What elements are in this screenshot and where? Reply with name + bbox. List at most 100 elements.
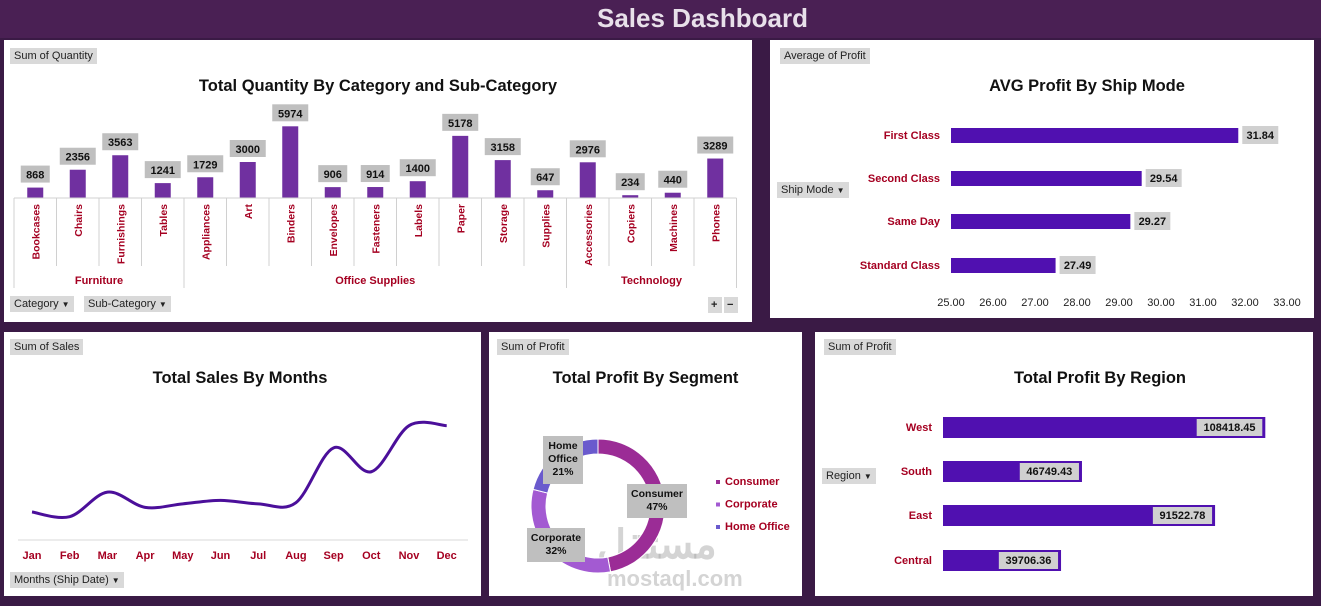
ship-bar [951,171,1142,186]
quantity-bar [282,126,299,198]
data-label-box [998,552,1059,569]
month-tick-label: Sep [324,550,344,562]
x-tick-label: 31.00 [1189,297,1217,309]
data-label: 3563 [108,137,132,149]
ship-mode-label: Same Day [887,216,940,228]
group-label: Furniture [75,275,123,287]
data-label-box [1152,507,1213,524]
data-label-box [102,133,139,151]
filter-dropdown-icon: ▼ [836,186,845,195]
data-label: 1729 [193,159,217,171]
region-button-label: Region [826,470,861,482]
sum-of-sales-button[interactable]: Sum of Sales [10,339,84,355]
data-label-box [543,436,583,484]
data-label: 906 [324,169,342,181]
data-label: 1400 [406,163,430,175]
legend-marker [716,525,720,529]
quantity-bar-chart: 868 Bookcases 2356 Chairs 3563 Furnishings 124… [13,104,737,288]
data-label-box [1134,212,1171,230]
ship-mode-panel: Average of Profit AVG Profit By Ship Mod… [770,40,1314,318]
quantity-bar [494,160,511,198]
data-label-box [627,484,687,518]
month-tick-label: Jul [250,550,266,562]
month-tick-label: Jun [211,550,231,562]
category-tick-label: Accessories [583,204,595,266]
data-label: 108418.45 [1203,422,1255,434]
legend-label: Consumer [725,476,780,488]
data-label-box [530,168,560,186]
plus-icon[interactable]: + [708,297,722,313]
month-tick-label: Feb [60,550,80,562]
filter-dropdown-icon: ▼ [863,472,872,481]
data-label: 29.54 [1150,173,1178,185]
months-axis-button[interactable]: Months (Ship Date) ▼ [10,572,124,588]
data-label-box [399,159,436,177]
category-tick-label: Phones [710,204,722,242]
legend-marker [716,502,720,507]
data-label-box [144,161,181,179]
subcategory-filter-button[interactable]: Sub-Category ▼ [84,296,171,312]
watermark-latin: mostaql.com [607,566,743,591]
quantity-bar [69,169,86,198]
data-label: 31.84 [1247,130,1275,142]
category-tick-label: Storage [498,204,510,243]
group-label: Office Supplies [335,275,415,287]
category-tick-label: Paper [455,204,467,233]
data-label: 868 [26,170,44,182]
ship-bar [951,128,1239,143]
subcategory-button-label: Sub-Category [88,298,156,310]
data-label-box [229,140,266,157]
filter-dropdown-icon: ▼ [111,576,120,585]
ship-mode-filter-button[interactable]: Ship Mode ▼ [777,182,849,198]
legend-label: Home Office [725,521,790,533]
region-label: East [909,510,933,522]
data-label-box [615,173,645,191]
sum-of-profit-region-button[interactable]: Sum of Profit [824,339,896,355]
category-button-label: Category [14,298,59,310]
sales-chart-title: Total Sales By Months [152,369,328,387]
data-label-box [697,136,734,154]
category-tick-label: Furnishings [115,204,127,264]
data-label: 29.27 [1139,216,1167,228]
segment-donut-chart: Consumer47%Corporate32%HomeOffice21%Cons… [527,436,790,574]
sum-of-profit-segment-button[interactable]: Sum of Profit [497,339,569,355]
category-tick-label: Machines [668,204,680,252]
category-tick-label: Tables [158,204,170,237]
data-label-box [658,170,688,188]
sum-of-quantity-button[interactable]: Sum of Quantity [10,48,97,64]
month-tick-label: Apr [136,550,156,562]
quantity-panel: Sum of Quantity Total Quantity By Catego… [4,40,752,322]
month-tick-label: Mar [98,550,118,562]
ship-bar [951,214,1131,229]
ship-mode-label: Standard Class [860,260,940,272]
average-of-profit-button[interactable]: Average of Profit [780,48,870,64]
quantity-chart-title: Total Quantity By Category and Sub-Categ… [198,77,558,95]
quantity-bar [622,195,639,198]
data-label-box [1059,256,1096,274]
category-tick-label: Copiers [625,204,637,243]
data-label: 91522.78 [1160,510,1206,522]
minus-icon[interactable]: − [724,297,738,313]
month-tick-label: May [172,550,194,562]
data-label-box [20,165,50,183]
legend-marker [716,480,720,484]
ship-mode-label: First Class [884,130,940,142]
data-label-box [1019,463,1079,480]
data-label-box [360,165,390,183]
legend-label: Corporate [725,499,778,511]
data-label-box [187,155,224,173]
quantity-bar [197,177,214,198]
quantity-bar [537,190,554,198]
region-filter-button[interactable]: Region ▼ [822,468,876,484]
data-label: Home [548,440,577,452]
category-tick-label: Labels [413,204,425,237]
data-label: Corporate [531,532,581,544]
x-tick-label: 29.00 [1105,297,1133,309]
data-label: 3158 [491,142,515,154]
data-label-box [569,140,606,158]
data-label-box [318,165,348,183]
data-label: 914 [366,169,385,181]
sales-panel: Sum of Sales Total Sales By Months Jan Fe… [4,332,481,596]
month-tick-label: Aug [285,550,306,562]
category-filter-button[interactable]: Category ▼ [10,296,74,312]
